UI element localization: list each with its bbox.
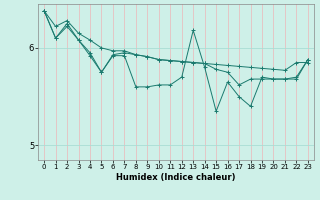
X-axis label: Humidex (Indice chaleur): Humidex (Indice chaleur) <box>116 173 236 182</box>
